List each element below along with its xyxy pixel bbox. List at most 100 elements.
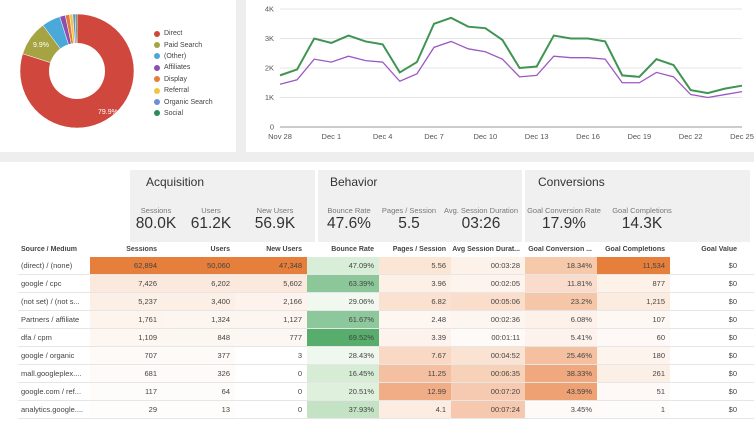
table-row[interactable]: (direct) / (none) 62,894 50,060 47,348 47.09… xyxy=(0,257,754,275)
metric-cell: 107 xyxy=(597,311,670,328)
row-divider xyxy=(18,364,754,365)
legend-item[interactable]: Direct xyxy=(154,28,213,39)
metric-cell: 848 xyxy=(162,329,235,346)
summary-value: 56.9K xyxy=(254,215,296,232)
metric-cell: 3 xyxy=(297,351,302,360)
source-medium-cell[interactable]: dfa / cpm xyxy=(21,333,52,342)
metric-cell: 1,324 xyxy=(162,311,235,328)
source-medium-cell[interactable]: (direct) / (none) xyxy=(21,261,73,270)
series-line-users[interactable] xyxy=(279,40,743,99)
metric-cell: 37.93% xyxy=(307,401,379,418)
metric-cell: 18.34% xyxy=(525,257,597,274)
legend-label: Paid Search xyxy=(164,41,203,49)
legend-item[interactable]: (Other) xyxy=(154,51,213,62)
legend-item[interactable]: Referral xyxy=(154,85,213,96)
table-row[interactable]: google.com / ref... 117 64 0 20.51% 12.99 00:0… xyxy=(0,383,754,401)
row-divider xyxy=(18,382,754,383)
column-header[interactable]: Bounce Rate xyxy=(331,246,374,253)
metric-cell: $0 xyxy=(728,279,737,288)
metric-cell: 3.96 xyxy=(379,275,451,292)
column-header[interactable]: New Users xyxy=(266,246,302,253)
row-divider xyxy=(18,346,754,347)
behavior-band xyxy=(318,170,522,242)
source-medium-cell[interactable]: google.com / ref... xyxy=(21,387,82,396)
row-divider xyxy=(18,418,754,419)
legend-dot-icon xyxy=(154,42,160,49)
metric-cell: 1,127 xyxy=(235,311,307,328)
legend-item[interactable]: Organic Search xyxy=(154,96,213,107)
metric-cell: 261 xyxy=(597,365,670,382)
metric-cell: 00:04:52 xyxy=(451,347,525,364)
table-row[interactable]: Partners / affiliate 1,761 1,324 1,127 61.67… xyxy=(0,311,754,329)
x-tick-label: Dec 7 xyxy=(424,132,444,141)
table-row[interactable]: analytics.google.... 29 13 0 37.93% 4.1 00:07:… xyxy=(0,401,754,419)
table-row[interactable]: dfa / cpm 1,109 848 777 69.52% 3.39 00:01:11 5.… xyxy=(0,329,754,347)
metric-cell: 00:02:05 xyxy=(451,275,525,292)
legend-label: Social xyxy=(164,109,184,117)
table-row[interactable]: mall.googleplex.... 681 326 0 16.45% 11.25 00:… xyxy=(0,365,754,383)
metric-cell: 5,237 xyxy=(90,293,162,310)
metric-cell: 180 xyxy=(597,347,670,364)
legend-item[interactable]: Affiliates xyxy=(154,62,213,73)
legend-item[interactable]: Social xyxy=(154,108,213,119)
legend-dot-icon xyxy=(154,64,160,71)
metric-cell: 16.45% xyxy=(307,365,379,382)
metric-cell: 7,426 xyxy=(90,275,162,292)
summary-value: 47.6% xyxy=(327,215,371,232)
metric-cell: 47,348 xyxy=(235,257,307,274)
metric-cell: 3,400 xyxy=(162,293,235,310)
source-medium-cell[interactable]: google / organic xyxy=(21,351,75,360)
column-header[interactable]: Source / Medium xyxy=(21,246,78,253)
summary-label: Sessions xyxy=(140,206,172,215)
summary-label: Users xyxy=(201,206,221,215)
summary-label: Goal Conversion Rate xyxy=(527,206,601,215)
column-header[interactable]: Users xyxy=(210,246,230,253)
source-medium-cell[interactable]: analytics.google.... xyxy=(21,405,84,414)
source-medium-cell[interactable]: mall.googleplex.... xyxy=(21,369,82,378)
x-tick-label: Dec 13 xyxy=(525,132,549,141)
metric-cell: 63.39% xyxy=(307,275,379,292)
summary-label: Bounce Rate xyxy=(327,206,371,215)
column-header[interactable]: Goal Completions xyxy=(605,246,665,253)
legend-item[interactable]: Paid Search xyxy=(154,39,213,50)
table-row[interactable]: (not set) / (not s... 5,237 3,400 2,166 29.0… xyxy=(0,293,754,311)
source-medium-cell[interactable]: (not set) / (not s... xyxy=(21,297,80,306)
metric-cell: 50,060 xyxy=(162,257,235,274)
column-header[interactable]: Goal Value xyxy=(701,246,737,253)
metric-cell: 1,109 xyxy=(90,329,162,346)
x-tick-label: Nov 28 xyxy=(268,132,292,141)
sessions-line-chart-panel: 0 1K 2K 3K 4K Nov 28 Dec 1 Dec 4 Dec 7 Dec 10 Dec … xyxy=(246,0,754,152)
metric-cell: 64 xyxy=(162,383,235,400)
series-line-sessions[interactable] xyxy=(279,16,743,95)
row-divider xyxy=(18,400,754,401)
metric-cell: 69.52% xyxy=(307,329,379,346)
column-header[interactable]: Sessions xyxy=(126,246,157,253)
metric-cell: 707 xyxy=(90,347,162,364)
acquisition-band xyxy=(130,170,315,242)
legend-dot-icon xyxy=(154,30,160,37)
legend-item[interactable]: Display xyxy=(154,74,213,85)
x-tick-label: Dec 10 xyxy=(473,132,497,141)
source-medium-cell[interactable]: google / cpc xyxy=(21,279,62,288)
traffic-pie-chart: 9.9% 79.9% xyxy=(19,13,135,129)
metric-cell: 2.48 xyxy=(379,311,451,328)
y-tick-label: 1K xyxy=(265,93,274,102)
column-header[interactable]: Goal Conversion ... xyxy=(528,246,592,253)
summary-value: 03:26 xyxy=(461,215,501,232)
summary-value: 80.0K xyxy=(135,215,177,232)
column-header[interactable]: Pages / Session xyxy=(392,246,446,253)
metric-cell: 13 xyxy=(162,401,235,418)
x-tick-label: Dec 25 xyxy=(730,132,754,141)
metric-cell: 00:07:24 xyxy=(451,401,525,418)
table-row[interactable]: google / cpc 7,426 6,202 5,602 63.39% 3.96 00:… xyxy=(0,275,754,293)
metric-cell: 0 xyxy=(297,405,302,414)
metric-cell: 1,215 xyxy=(597,293,670,310)
source-medium-cell[interactable]: Partners / affiliate xyxy=(21,315,80,324)
column-header[interactable]: Avg Session Durat... xyxy=(452,246,520,253)
legend-label: Referral xyxy=(164,87,189,95)
pie-label-direct: 79.9% xyxy=(98,109,118,116)
pie-slice-direct[interactable] xyxy=(19,13,135,129)
table-row[interactable]: google / organic 707 377 3 28.43% 7.67 00:04:5… xyxy=(0,347,754,365)
metric-cell: 11,534 xyxy=(597,257,670,274)
x-tick-label: Dec 22 xyxy=(679,132,703,141)
